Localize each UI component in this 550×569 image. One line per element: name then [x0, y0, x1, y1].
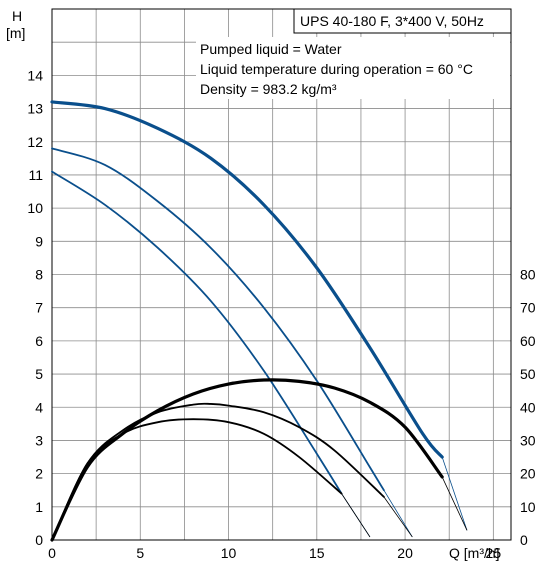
y-tick-label: 13: [27, 101, 43, 117]
y-tick-label: 2: [35, 466, 43, 482]
y-tick-label: 1: [35, 499, 43, 515]
y-axis-symbol: H: [12, 8, 22, 24]
plot-frame: [51, 8, 512, 541]
x-tick-label: 20: [397, 545, 413, 561]
y2-tick-label: 60: [520, 333, 536, 349]
title-frame: [293, 8, 512, 34]
x-tick-label: 0: [48, 545, 56, 561]
y2-tick-label: 20: [520, 466, 536, 482]
y2-tick-label: 0: [520, 532, 528, 548]
title-box: UPS 40-180 F, 3*400 V, 50Hz: [293, 8, 512, 34]
y-tick-label: 7: [35, 300, 43, 316]
info-box: Pumped liquid = Water Liquid temperature…: [196, 37, 510, 99]
y-tick-label: 6: [35, 333, 43, 349]
tick-labels: 0 5 10 15 20 25012345678910111213140102030405…: [27, 67, 535, 561]
y-tick-label: 11: [28, 167, 43, 183]
y2-tick-label: 70: [520, 300, 536, 316]
power-curve-6: [50, 378, 444, 542]
annotation-density: Density = 983.2 kg/m³: [200, 81, 337, 97]
annotation-liquid: Pumped liquid = Water: [200, 41, 342, 57]
y-tick-label: 4: [35, 399, 43, 415]
y-tick-label: 5: [35, 366, 43, 382]
power-curve-extension-11: [341, 493, 371, 538]
power-curve-10: [51, 418, 343, 541]
power-curve-8: [51, 402, 385, 541]
head-curve-2: [51, 147, 385, 492]
y-tick-label: 8: [35, 267, 43, 283]
y2-tick-label: 50: [520, 366, 536, 382]
info-background: [196, 37, 510, 99]
y-tick-label: 14: [27, 67, 43, 83]
chart-title: UPS 40-180 F, 3*400 V, 50Hz: [300, 13, 484, 29]
y2-tick-label: 30: [520, 432, 536, 448]
y-tick-label: 9: [35, 233, 43, 249]
power-curve-extension-9: [383, 496, 413, 538]
x-axis-label: Q [m³/h]: [449, 545, 500, 561]
y-axis-unit: [m]: [6, 25, 25, 41]
head-curve-extension-1: [441, 456, 468, 531]
curves: [50, 100, 468, 542]
power-curve-extension-7: [441, 476, 468, 531]
y-tick-label: 10: [27, 200, 43, 216]
y-tick-label: 12: [27, 134, 43, 150]
head-curve-extension-3: [383, 489, 413, 538]
x-tick-label: 15: [309, 545, 325, 561]
x-tick-label: 5: [136, 545, 144, 561]
y-tick-label: 0: [35, 532, 43, 548]
y2-tick-label: 10: [520, 499, 536, 515]
x-tick-label: 10: [221, 545, 237, 561]
y2-tick-label: 80: [520, 267, 536, 283]
y-tick-label: 3: [35, 432, 43, 448]
annotation-temperature: Liquid temperature during operation = 60…: [200, 61, 473, 77]
head-curve-4: [51, 170, 343, 495]
y2-tick-label: 40: [520, 399, 536, 415]
head-curve-0: [50, 100, 444, 459]
x-tick-label: 25: [486, 545, 502, 561]
